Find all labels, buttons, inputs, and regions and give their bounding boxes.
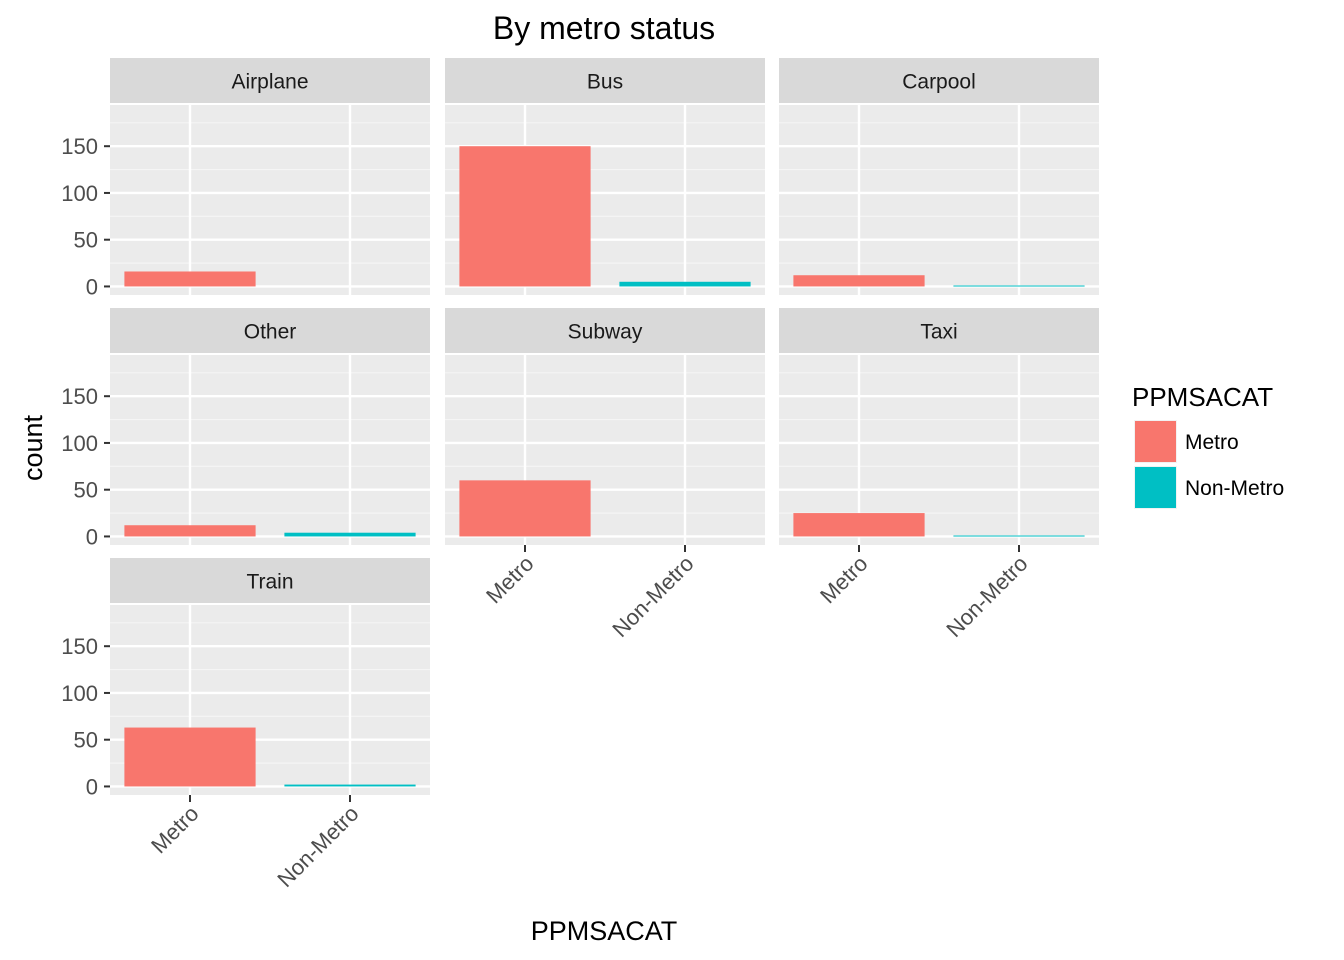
y-tick-label: 100	[61, 181, 98, 206]
plot-background	[779, 105, 1099, 295]
chart-title: By metro status	[493, 10, 715, 46]
facet-panel-other: Other 0 50 100 150	[61, 308, 430, 549]
facet-strip	[110, 308, 430, 353]
facet-strip	[445, 58, 765, 103]
bar-train-non-metro	[284, 784, 416, 787]
facet-label: Subway	[568, 321, 643, 344]
y-tick-label: 150	[61, 634, 98, 659]
x-tick-label: Metro	[146, 801, 203, 858]
y-tick-label: 150	[61, 134, 98, 159]
y-tick-label: 50	[74, 228, 98, 253]
y-tick-label: 50	[74, 478, 98, 503]
y-tick-label: 50	[74, 728, 98, 753]
facet-label: Taxi	[920, 321, 957, 344]
x-tick-label: Metro	[481, 551, 538, 608]
x-tick-label: Metro	[815, 551, 872, 608]
facet-strip	[779, 58, 1099, 103]
y-tick-label: 100	[61, 681, 98, 706]
bar-carpool-metro	[793, 275, 925, 287]
bar-taxi-non-metro	[953, 535, 1085, 537]
bar-other-metro	[124, 525, 256, 537]
bar-taxi-metro	[793, 513, 925, 537]
legend: PPMSACAT Metro Non-Metro	[1132, 382, 1284, 509]
facet-strip	[110, 58, 430, 103]
facet-panel-taxi: Taxi Metro Non-Metro	[779, 308, 1099, 642]
bar-train-metro	[124, 727, 256, 787]
y-tick-label: 0	[86, 274, 98, 299]
bar-carpool-non-metro	[953, 285, 1085, 287]
facet-panels: Airplane 0 50 100 150 Bus Carpool Other 0 50 100 15…	[61, 58, 1099, 892]
bar-other-non-metro	[284, 532, 416, 537]
bar-airplane-metro	[124, 271, 256, 287]
bar-bus-metro	[459, 146, 591, 287]
facet-label: Bus	[587, 71, 623, 94]
facet-panel-subway: Subway Metro Non-Metro	[445, 308, 765, 642]
x-tick-label: Non-Metro	[607, 551, 698, 642]
legend-swatch-metro	[1135, 421, 1176, 462]
facet-label: Carpool	[902, 71, 976, 94]
facet-panel-bus: Bus	[445, 58, 765, 295]
facet-panel-carpool: Carpool	[779, 58, 1099, 295]
y-tick-label: 0	[86, 774, 98, 799]
y-tick-label: 150	[61, 384, 98, 409]
x-axis-title: PPMSACAT	[531, 916, 678, 946]
y-axis-title: count	[18, 414, 48, 481]
facet-panel-train: Train 0 50 100 150 Metro Non-Metro	[61, 558, 430, 892]
facet-label: Other	[244, 321, 297, 344]
legend-title: PPMSACAT	[1132, 382, 1273, 412]
legend-label: Non-Metro	[1185, 477, 1284, 500]
x-tick-label: Non-Metro	[941, 551, 1032, 642]
plot-background	[110, 355, 430, 545]
bar-subway-metro	[459, 480, 591, 537]
legend-label: Metro	[1185, 431, 1239, 454]
plot-background	[110, 105, 430, 295]
facet-label: Airplane	[231, 71, 308, 94]
facet-panel-airplane: Airplane 0 50 100 150	[61, 58, 430, 299]
y-tick-label: 100	[61, 431, 98, 456]
bar-bus-non-metro	[619, 281, 751, 287]
facet-strip	[445, 308, 765, 353]
facet-label: Train	[246, 571, 293, 594]
legend-swatch-non-metro	[1135, 467, 1176, 508]
facet-strip	[779, 308, 1099, 353]
facet-strip	[110, 558, 430, 603]
y-tick-label: 0	[86, 524, 98, 549]
x-tick-label: Non-Metro	[272, 801, 363, 892]
